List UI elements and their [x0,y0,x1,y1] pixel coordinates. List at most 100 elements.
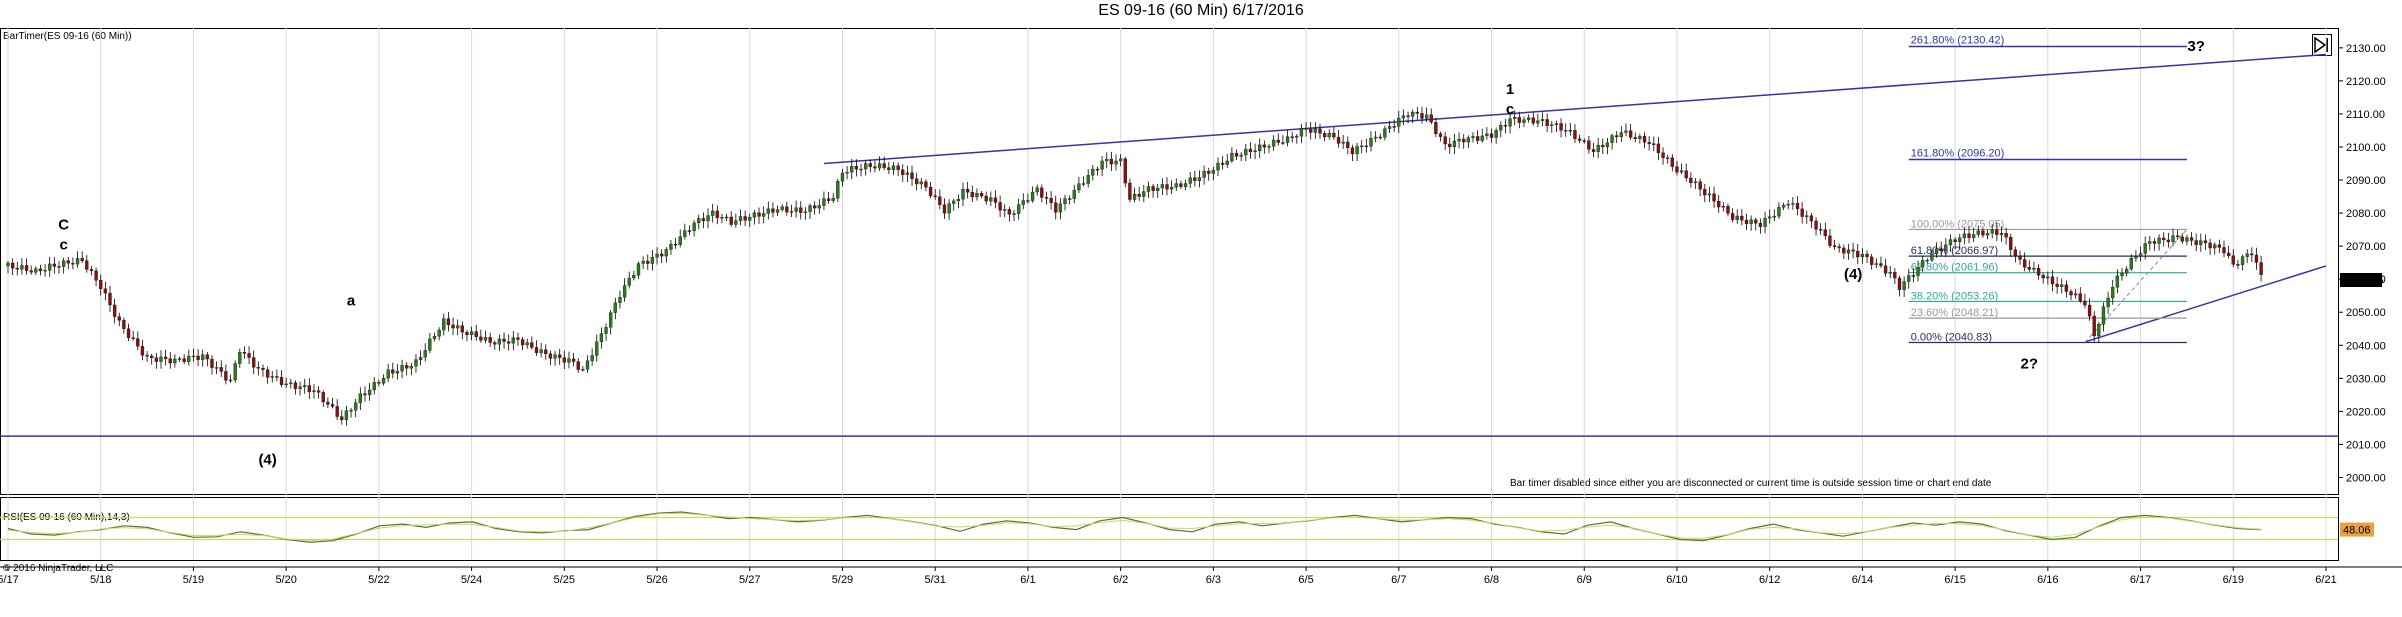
candle-body [1758,223,1763,227]
candle [1684,163,1688,182]
candle-body [2092,315,2096,337]
candle [2074,288,2078,299]
candle-body [1401,115,1406,119]
candle-body [1953,239,1957,243]
candle [1494,127,1498,144]
candle-body [1740,215,1744,221]
candle-body [877,163,882,169]
candle-body [1262,144,1267,148]
candle-body [1054,202,1058,213]
candle [1819,223,1823,235]
candle [2036,264,2041,280]
candle-body [724,216,729,219]
candle [1397,110,1401,134]
candle-body [2083,300,2087,306]
candle [1582,138,1586,144]
close-panel-icon[interactable] [2312,34,2332,56]
candle-body [1373,136,1378,139]
candle-body [1661,152,1665,158]
candle-body [1809,215,1814,222]
candle-body [1387,126,1392,129]
candle-body [1744,220,1749,224]
candle-body [581,369,585,371]
candle-body [970,192,974,198]
candle [1063,194,1067,211]
candle [279,370,284,388]
candle-body [1295,135,1299,138]
x-tick-label: 6/10 [1666,574,1687,586]
candle-body [1666,157,1670,159]
candle-body [1193,177,1197,181]
candle-body [465,332,469,336]
bartimer-label: BarTimer(ES 09-16 (60 Min)) [3,31,132,42]
candle-body [794,207,798,212]
candle-body [1689,177,1693,183]
candle-body [896,165,900,170]
candle [1591,142,1596,158]
candle [1281,135,1285,145]
candle [1003,204,1007,218]
candle-body [488,337,492,343]
candle [516,332,520,346]
candle [979,191,984,199]
candle [1730,208,1735,223]
candle-body [720,217,724,219]
candle [1160,178,1165,195]
candle [2134,250,2138,262]
candle [247,346,251,365]
candle [1248,142,1253,159]
candle [1559,118,1563,138]
candle [1777,202,1781,219]
candle [1967,226,1971,244]
candle [1054,195,1058,220]
candle [1346,136,1350,155]
candle [1679,163,1684,175]
candle-body [2236,264,2240,266]
candle-body [1290,136,1294,138]
candle-body [1921,260,1925,268]
candle-body [1276,139,1280,143]
candle-body [400,365,404,372]
candle [2101,302,2106,332]
candle [1587,135,1591,154]
candle [15,261,19,276]
candle [1545,113,1549,133]
candle-body [1856,251,1860,258]
candle-body [511,337,515,344]
candle-body [136,338,140,347]
candle [873,160,877,173]
candle [1883,258,1888,277]
candle [2254,247,2259,270]
candle [1035,184,1039,196]
candle [1369,131,1373,152]
candle [112,298,117,324]
candle-body [1846,249,1851,254]
candle [1244,143,1248,162]
candle-body [660,253,664,257]
candle-body [191,355,196,358]
candle [372,377,376,395]
x-tick-label: 6/8 [1484,574,1499,586]
candle [905,165,910,183]
candle [126,323,131,342]
candle [627,271,631,289]
candle [1749,215,1753,231]
candle-body [1207,171,1211,174]
candle-body [24,265,29,271]
candle [381,374,386,386]
wave-label: 1 [1506,81,1514,98]
candle-body [1721,205,1725,208]
candle-body [1248,148,1253,153]
candle [2087,298,2092,321]
candle [1985,229,1990,240]
candle [173,354,177,368]
candle [1142,184,1146,203]
candle-body [1202,171,1206,178]
candle-body [1183,183,1188,187]
candle [75,251,80,268]
candle-body [868,163,872,167]
candle [1290,131,1294,143]
candle-body [850,166,854,173]
candle-body [887,167,891,170]
candle-body [1309,129,1313,133]
